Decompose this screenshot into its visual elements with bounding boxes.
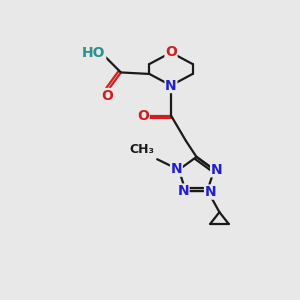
Text: N: N	[211, 162, 222, 176]
Text: O: O	[101, 88, 113, 103]
Text: O: O	[165, 46, 177, 59]
Text: N: N	[165, 79, 177, 92]
Text: HO: HO	[82, 46, 106, 60]
Text: N: N	[177, 184, 189, 198]
Text: N: N	[171, 162, 182, 176]
Text: N: N	[205, 185, 216, 199]
Text: N: N	[211, 163, 222, 177]
Text: CH₃: CH₃	[130, 143, 155, 156]
Text: O: O	[137, 109, 149, 122]
